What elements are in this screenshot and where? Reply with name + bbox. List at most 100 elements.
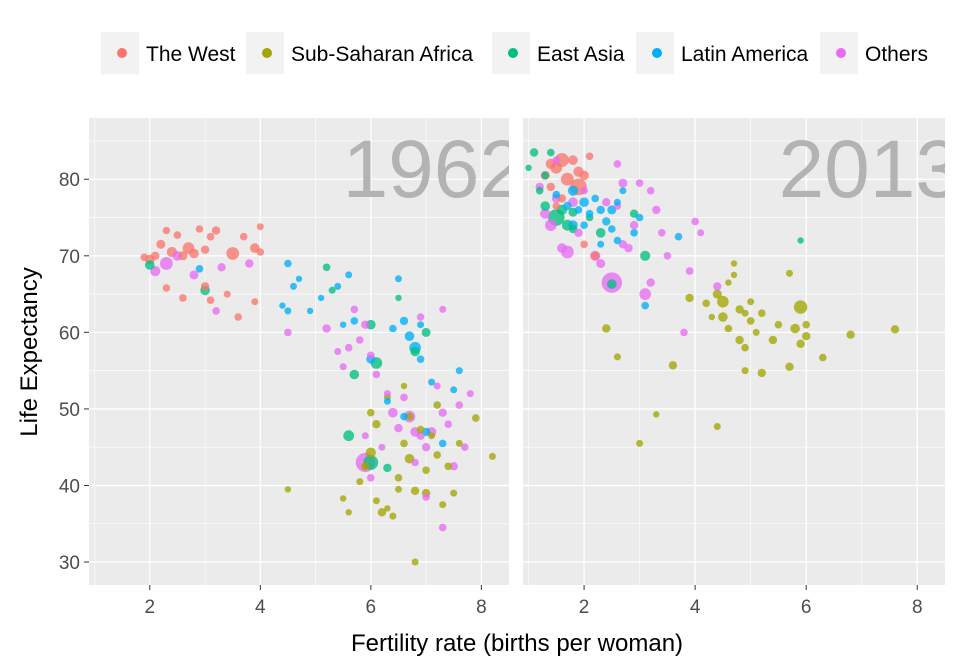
- legend-label: Latin America: [681, 43, 809, 66]
- data-point: [752, 328, 760, 336]
- data-point: [223, 290, 231, 298]
- data-point: [417, 321, 425, 329]
- data-point: [574, 206, 583, 214]
- data-point: [579, 170, 589, 181]
- data-point: [444, 462, 453, 471]
- data-point: [284, 328, 292, 337]
- data-point: [433, 451, 442, 459]
- data-point: [356, 478, 364, 486]
- panel-2013: 2013: [523, 118, 960, 585]
- data-point: [345, 509, 352, 516]
- data-point: [713, 423, 721, 430]
- data-point: [613, 353, 621, 361]
- data-point: [663, 252, 672, 260]
- data-point: [653, 411, 660, 418]
- data-point: [636, 439, 644, 447]
- legend-item: Latin America: [636, 32, 809, 74]
- data-point: [461, 443, 469, 452]
- data-point: [322, 263, 331, 272]
- data-point: [411, 558, 419, 566]
- data-point: [540, 201, 550, 211]
- legend-label: Sub-Saharan Africa: [291, 43, 473, 66]
- data-point: [724, 324, 733, 333]
- data-point: [162, 284, 171, 292]
- data-point: [383, 463, 392, 473]
- data-point: [334, 282, 342, 290]
- data-point: [472, 414, 480, 422]
- x-tick-label: 8: [476, 597, 487, 618]
- data-point: [145, 260, 155, 270]
- data-point: [200, 282, 210, 291]
- data-point: [394, 474, 403, 482]
- data-point: [455, 439, 463, 447]
- data-point: [557, 243, 567, 253]
- y-tick-label: 50: [59, 400, 80, 421]
- legend-label: East Asia: [537, 43, 625, 66]
- data-point: [602, 217, 611, 226]
- data-point: [730, 260, 738, 267]
- data-point: [179, 294, 187, 302]
- data-point: [546, 182, 555, 192]
- data-point: [741, 367, 749, 375]
- data-point: [567, 185, 579, 196]
- data-point: [372, 497, 380, 505]
- x-tick-label: 2: [145, 597, 156, 618]
- data-point: [377, 508, 387, 517]
- data-point: [340, 495, 347, 502]
- data-point: [691, 217, 699, 226]
- data-point: [178, 251, 188, 261]
- data-point: [367, 474, 375, 482]
- year-label: 2013: [779, 124, 960, 215]
- data-point: [217, 263, 226, 272]
- data-point: [361, 320, 370, 329]
- data-point: [747, 298, 755, 306]
- data-point: [639, 288, 651, 300]
- data-point: [400, 393, 408, 402]
- data-point: [421, 327, 431, 337]
- data-point: [580, 221, 588, 229]
- data-point: [708, 313, 715, 321]
- data-point: [579, 197, 589, 207]
- data-point: [343, 430, 355, 442]
- data-point: [206, 232, 215, 241]
- data-point: [730, 271, 738, 279]
- data-point: [819, 353, 827, 362]
- x-axis-title: Fertility rate (births per woman): [351, 630, 683, 657]
- data-point: [846, 330, 855, 339]
- data-point: [444, 420, 453, 429]
- data-point: [400, 439, 408, 448]
- y-axis: 30 40 50 60 70 80: [59, 170, 89, 574]
- data-point: [416, 313, 425, 321]
- x-tick-label: 6: [801, 597, 812, 618]
- data-point: [361, 462, 370, 471]
- y-tick-label: 70: [59, 247, 80, 268]
- data-point: [416, 355, 425, 364]
- data-point: [613, 236, 622, 245]
- data-point: [389, 324, 397, 333]
- data-point: [735, 305, 744, 314]
- data-point: [394, 423, 403, 433]
- data-point: [212, 307, 220, 315]
- legend-marker: [117, 48, 127, 58]
- data-point: [361, 432, 369, 440]
- data-point: [774, 320, 783, 329]
- data-point: [646, 278, 655, 287]
- data-point: [256, 248, 265, 256]
- data-point: [400, 382, 408, 390]
- data-point: [334, 348, 342, 355]
- y-tick-label: 60: [59, 323, 80, 344]
- data-point: [741, 309, 749, 317]
- data-point: [189, 248, 199, 259]
- data-point: [674, 232, 683, 241]
- data-point: [428, 378, 436, 386]
- data-point: [245, 259, 254, 268]
- data-point: [290, 282, 297, 290]
- data-point: [545, 219, 557, 231]
- data-point: [439, 501, 447, 509]
- data-point: [717, 295, 729, 308]
- data-point: [372, 420, 381, 429]
- data-point: [552, 190, 561, 199]
- data-point: [552, 202, 561, 210]
- data-point: [395, 275, 402, 283]
- data-point: [372, 370, 381, 379]
